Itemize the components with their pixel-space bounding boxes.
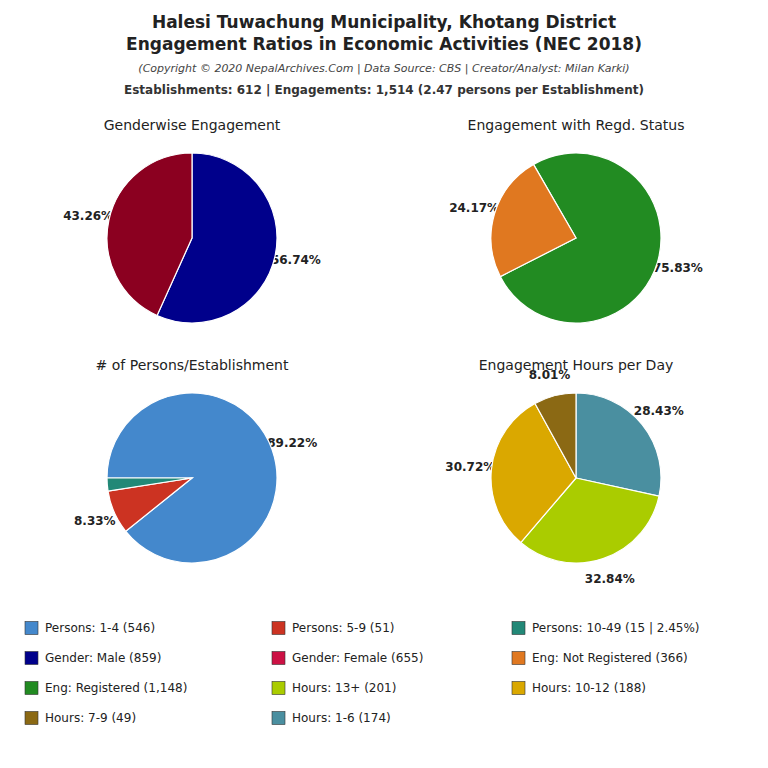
pie-slice bbox=[107, 153, 192, 315]
pie-title: Genderwise Engagement bbox=[104, 117, 281, 133]
legend-entry: Eng: Registered (1,148) bbox=[45, 681, 187, 695]
legend-entry: Gender: Male (859) bbox=[45, 651, 161, 665]
annotation: Establishments: 612 | Engagements: 1,514… bbox=[124, 83, 644, 97]
data-label: 30.72% bbox=[445, 460, 495, 474]
legend-swatch bbox=[25, 682, 38, 695]
chart-root: Halesi Tuwachung Municipality, Khotang D… bbox=[0, 0, 768, 768]
legend-swatch bbox=[512, 682, 525, 695]
legend-entry: Gender: Female (655) bbox=[292, 651, 423, 665]
legend-entry: Persons: 1-4 (546) bbox=[45, 621, 155, 635]
figure-title: Halesi Tuwachung Municipality, Khotang D… bbox=[152, 12, 616, 32]
legend-entry: Persons: 10-49 (15 | 2.45%) bbox=[532, 621, 700, 635]
legend-swatch bbox=[512, 622, 525, 635]
pie-title: # of Persons/Establishment bbox=[96, 357, 289, 373]
figure-title: Engagement Ratios in Economic Activities… bbox=[126, 34, 642, 54]
legend-swatch bbox=[272, 652, 285, 665]
pie-slice bbox=[535, 393, 576, 478]
data-label: 32.84% bbox=[585, 572, 635, 586]
legend-swatch bbox=[25, 652, 38, 665]
data-label: 89.22% bbox=[267, 436, 317, 450]
legend-entry: Persons: 5-9 (51) bbox=[292, 621, 394, 635]
legend-swatch bbox=[25, 712, 38, 725]
pie-title: Engagement with Regd. Status bbox=[468, 117, 685, 133]
pie-title: Engagement Hours per Day bbox=[479, 357, 674, 373]
data-label: 8.01% bbox=[529, 368, 571, 382]
data-label: 28.43% bbox=[634, 404, 684, 418]
legend-swatch bbox=[512, 652, 525, 665]
pie-chart: Genderwise Engagement 56.74% 43.26% bbox=[63, 117, 321, 323]
pie-slice bbox=[107, 478, 192, 491]
pie-chart: Engagement Hours per Day 28.43% 32.84% 30.7… bbox=[445, 357, 683, 586]
legend-entry: Hours: 13+ (201) bbox=[292, 681, 396, 695]
pie-chart: # of Persons/Establishment 89.22% 8.33% bbox=[74, 357, 317, 563]
background bbox=[0, 0, 768, 768]
subtitle: (Copyright © 2020 NepalArchives.Com | Da… bbox=[138, 62, 629, 75]
legend: Persons: 1-4 (546) Persons: 5-9 (51) Perso… bbox=[25, 621, 700, 725]
data-label: 43.26% bbox=[63, 209, 113, 223]
pie-chart: Engagement with Regd. Status 75.83% 24.17% bbox=[449, 117, 703, 323]
data-label: 56.74% bbox=[271, 253, 321, 267]
legend-swatch bbox=[25, 622, 38, 635]
legend-entry: Hours: 1-6 (174) bbox=[292, 711, 391, 725]
data-label: 24.17% bbox=[449, 201, 499, 215]
legend-entry: Hours: 7-9 (49) bbox=[45, 711, 136, 725]
pie-slice bbox=[491, 164, 576, 276]
data-label: 75.83% bbox=[653, 261, 703, 275]
legend-entry: Eng: Not Registered (366) bbox=[532, 651, 688, 665]
legend-entry: Hours: 10-12 (188) bbox=[532, 681, 646, 695]
legend-swatch bbox=[272, 622, 285, 635]
legend-swatch bbox=[272, 712, 285, 725]
data-labels: 28.43% 32.84% 30.72% 8.01% bbox=[445, 368, 683, 586]
data-label: 8.33% bbox=[74, 514, 116, 528]
pie-slice bbox=[107, 393, 277, 563]
legend-swatch bbox=[272, 682, 285, 695]
